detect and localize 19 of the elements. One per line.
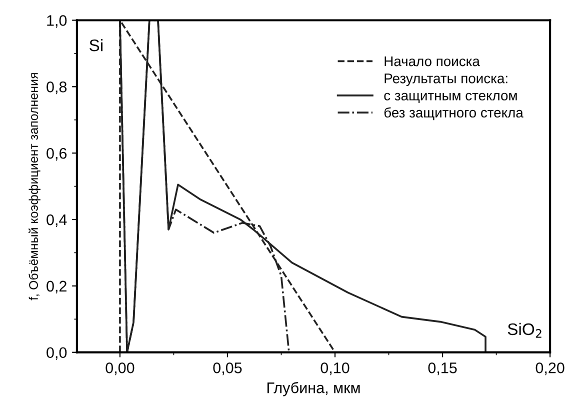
y-tick-label: 0,6	[46, 148, 67, 161]
y-axis-title: f, Объёмный коэффициент заполнения	[28, 73, 40, 300]
y-tick-label: 0,0	[46, 347, 67, 360]
y-tick-label: 0,8	[46, 82, 67, 94]
legend-label: без защитного стекла	[384, 107, 524, 120]
x-tick-label: 0,05	[213, 362, 242, 376]
annotation: Результаты поиска:	[384, 74, 508, 86]
x-tick-label: 0,20	[536, 362, 564, 376]
x-axis-title: Глубина, мкм	[267, 382, 360, 396]
x-tick-label: 0,00	[106, 362, 134, 376]
y-tick-label: 0,4	[46, 214, 67, 227]
legend-label: Начало поиска	[384, 56, 480, 66]
y-tick-label: 0,2	[46, 280, 66, 294]
x-tick-label: 0,15	[428, 362, 457, 376]
y-tick-label: 1,0	[47, 15, 67, 28]
x-tick-label: 0,10	[320, 362, 350, 376]
annotation: SiO$_{2}$	[508, 322, 542, 338]
annotation: Si	[90, 39, 102, 52]
legend-label: с защитным стеклом	[384, 92, 517, 104]
